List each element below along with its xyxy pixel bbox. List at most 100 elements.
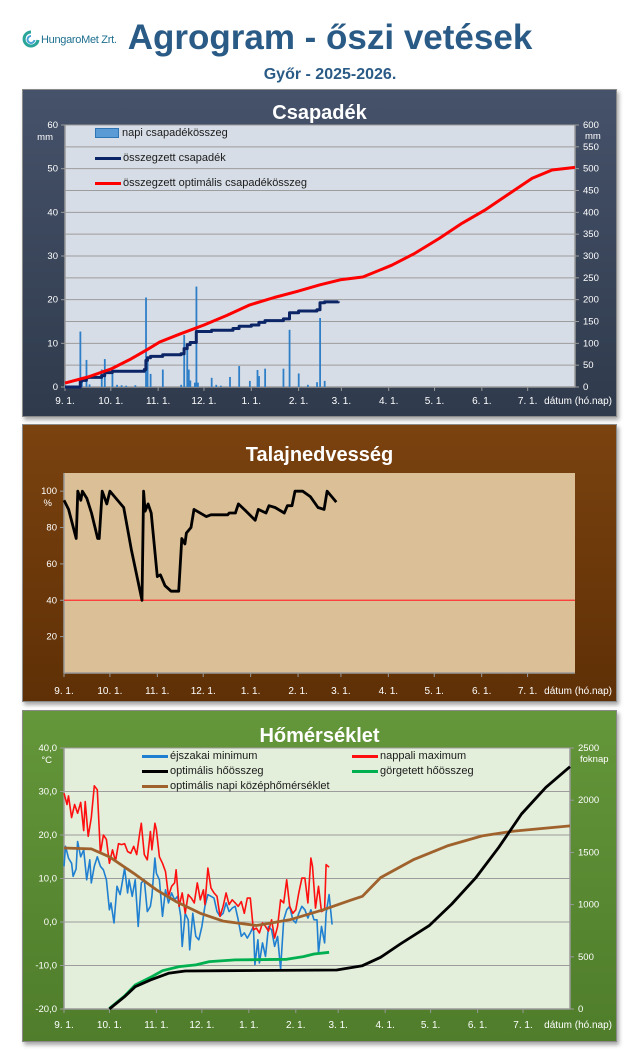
precip-bar (197, 382, 199, 387)
y-tick-label: 40,0 (39, 743, 58, 754)
legend-label: görgetett hőösszeg (380, 765, 474, 777)
legend-swatch-line (142, 754, 168, 758)
legend-label: összegzett csapadék (123, 152, 226, 164)
y-tick-label: 20 (47, 295, 58, 306)
precip-bar (161, 369, 164, 387)
precip-bar (297, 373, 300, 387)
temp-series-optimális-hőösszeg (108, 765, 571, 1011)
soil-series-line (62, 489, 338, 602)
precip-bar (238, 366, 241, 387)
precip-bar (288, 329, 291, 387)
x-tick-label: 1. 1. (239, 1020, 258, 1031)
temp-series-éjszakai-minimum (63, 840, 333, 970)
precip-bar (229, 376, 231, 387)
soil-moisture-title: Talajnedvesség (245, 444, 394, 466)
x-tick-label: 10. 1. (97, 686, 122, 697)
precip-series-összegzett-optimális-csapadékösszeg (64, 165, 576, 385)
x-tick-label: 9. 1. (55, 396, 74, 407)
y-tick-label: 60 (46, 559, 57, 570)
precipitation-title: Csapadék (272, 102, 367, 124)
y-right-tick-label: 300 (583, 251, 599, 262)
y-tick-label: 10,0 (39, 874, 58, 885)
y-right-tick-label: 250 (583, 273, 599, 284)
x-tick-label: 11. 1. (145, 686, 169, 697)
y-right-tick-label: 400 (583, 207, 599, 218)
precip-bar (111, 373, 114, 387)
y-tick-label: 40 (47, 207, 58, 218)
x-tick-label: 9. 1. (54, 1020, 73, 1031)
x-tick-label: 5. 1. (421, 1020, 440, 1031)
temp-series-nappali-maximum (63, 784, 330, 939)
logo-swirl-icon (22, 30, 40, 48)
precip-bar (248, 380, 251, 387)
precip-bar (180, 384, 183, 387)
legend-label: napi csapadékösszeg (122, 127, 228, 139)
legend-swatch-line (142, 769, 168, 773)
legend-label: összegzett optimális csapadékösszeg (123, 177, 308, 189)
y-tick-label: 0,0 (44, 917, 57, 928)
y-right-tick-label: 0 (583, 382, 588, 393)
x-tick-label: 11. 1. (144, 1020, 168, 1031)
legend-label: nappali maximum (380, 750, 467, 762)
precip-bar (116, 384, 118, 387)
precip-bar (319, 318, 321, 387)
precip-bar (79, 331, 82, 387)
legend-optimal-heat-sum: optimális hőösszeg (142, 765, 264, 777)
hungaromet-logo: HungaroMet Zrt. (22, 30, 132, 54)
x-tick-label: 4. 1. (379, 396, 398, 407)
precip-bar (189, 380, 192, 387)
precip-bar (282, 368, 285, 387)
y-right-tick-label: 50 (583, 360, 594, 371)
precip-bar (88, 384, 91, 387)
x-axis-title: dátum (hó.nap) (544, 686, 612, 697)
precip-bar (149, 373, 152, 387)
precip-bar (258, 376, 260, 387)
y-tick-label: 10 (47, 338, 58, 349)
precip-bar (134, 385, 137, 387)
y-right-tick-label: 2500 (578, 743, 599, 754)
x-tick-label: 5. 1. (425, 686, 444, 697)
legend-swatch-line (142, 784, 168, 788)
x-tick-label: 5. 1. (425, 396, 444, 407)
legend-optimal-precip: összegzett optimális csapadékösszeg (95, 177, 307, 189)
y-right-unit-label: mm (585, 131, 601, 142)
soil-plot-area (64, 473, 575, 673)
y-right-tick-label: 500 (578, 952, 594, 963)
precip-bar (187, 369, 190, 387)
y-tick-label: 40 (46, 595, 57, 606)
precip-bar (215, 384, 218, 387)
precip-bar (186, 347, 189, 387)
y-tick-label: 20 (46, 632, 57, 643)
x-tick-label: 3. 1. (331, 686, 350, 697)
page-title: Agrogram - őszi vetések (127, 18, 533, 57)
precip-series-összegzett-csapadék (65, 300, 340, 389)
x-tick-label: 1. 1. (242, 396, 261, 407)
legend-label: optimális hőösszeg (170, 765, 264, 777)
x-tick-label: 6. 1. (472, 686, 491, 697)
legend-swatch-bar (95, 128, 119, 138)
x-tick-label: 7. 1. (518, 396, 537, 407)
y-right-tick-label: 200 (583, 295, 599, 306)
x-tick-label: 11. 1. (146, 396, 170, 407)
precip-bar (120, 385, 123, 387)
x-tick-label: 4. 1. (379, 686, 398, 697)
precip-bar (323, 380, 326, 387)
precip-bar (146, 360, 149, 387)
x-axis-title: dátum (hó.nap) (544, 396, 612, 407)
x-tick-label: 12. 1. (189, 1020, 214, 1031)
precip-bar (306, 384, 309, 387)
x-tick-label: 12. 1. (191, 686, 216, 697)
y-tick-label: -20,0 (35, 1004, 57, 1015)
legend-night-min: éjszakai minimum (142, 750, 257, 762)
precip-bar (219, 385, 222, 387)
x-tick-label: 10. 1. (98, 396, 123, 407)
y-tick-label: 50 (47, 164, 58, 175)
y-right-tick-label: 100 (583, 338, 599, 349)
y-right-tick-label: 1500 (578, 847, 599, 858)
precip-bar (256, 369, 259, 387)
y-right-tick-label: 150 (583, 317, 599, 328)
temp-series-optimális-napi-középhőmérséklet (63, 824, 571, 927)
precip-bar (193, 382, 196, 387)
x-tick-label: 10. 1. (97, 1020, 122, 1031)
